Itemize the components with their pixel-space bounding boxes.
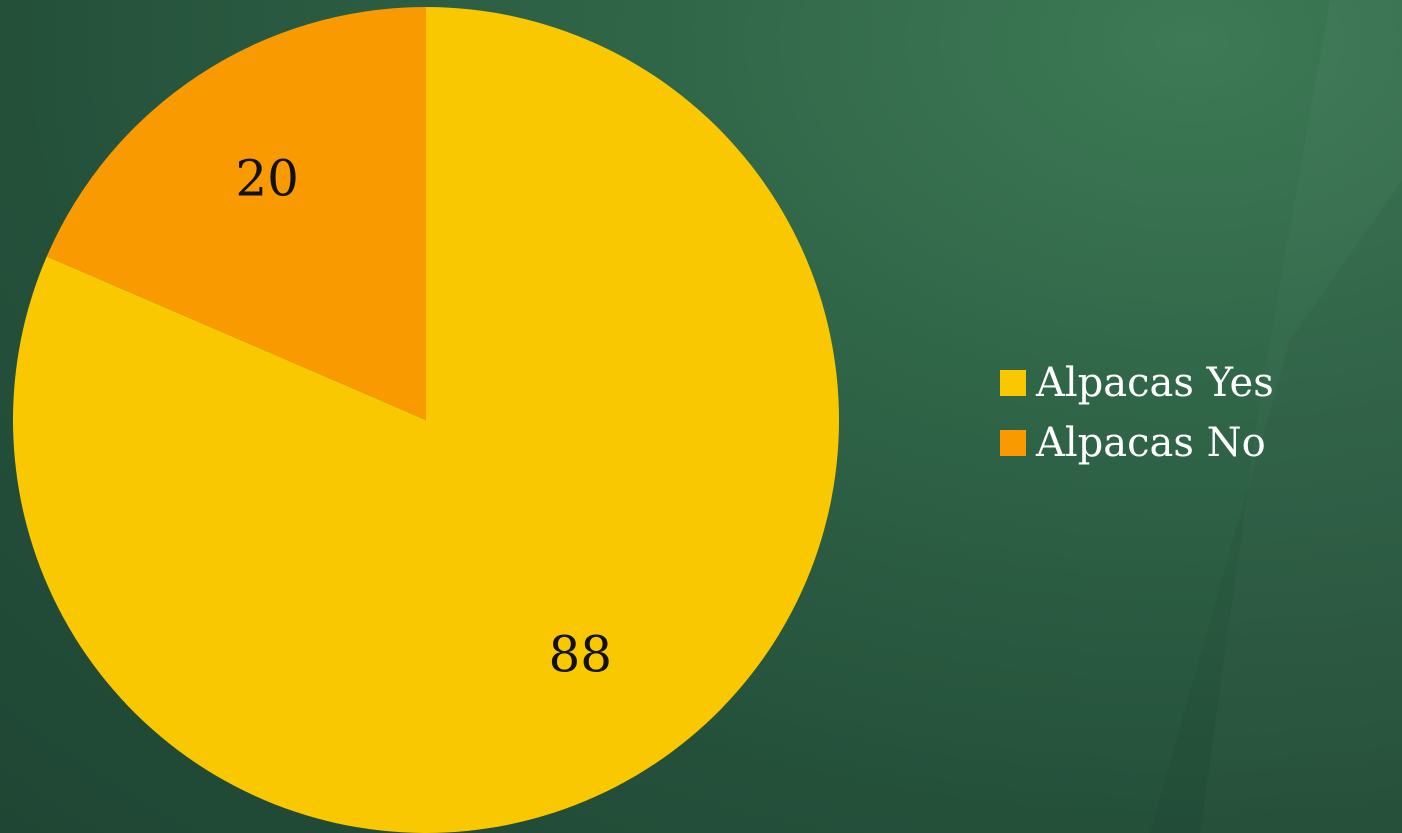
data-label-alpacas-yes: 88 <box>549 626 613 684</box>
legend-label-alpacas-yes: Alpacas Yes <box>1036 360 1274 406</box>
pie-slice-alpacas-yes <box>13 7 839 833</box>
legend-item-alpacas-yes: Alpacas Yes <box>1000 356 1274 410</box>
pie-slice-alpacas-no <box>46 7 427 420</box>
legend-label-alpacas-no: Alpacas No <box>1036 420 1266 466</box>
legend-swatch-alpacas-no <box>1000 430 1026 456</box>
data-label-alpacas-no: 20 <box>235 149 299 207</box>
chart-legend: Alpacas Yes Alpacas No <box>1000 356 1274 470</box>
legend-swatch-alpacas-yes <box>1000 370 1026 396</box>
legend-item-alpacas-no: Alpacas No <box>1000 416 1274 470</box>
